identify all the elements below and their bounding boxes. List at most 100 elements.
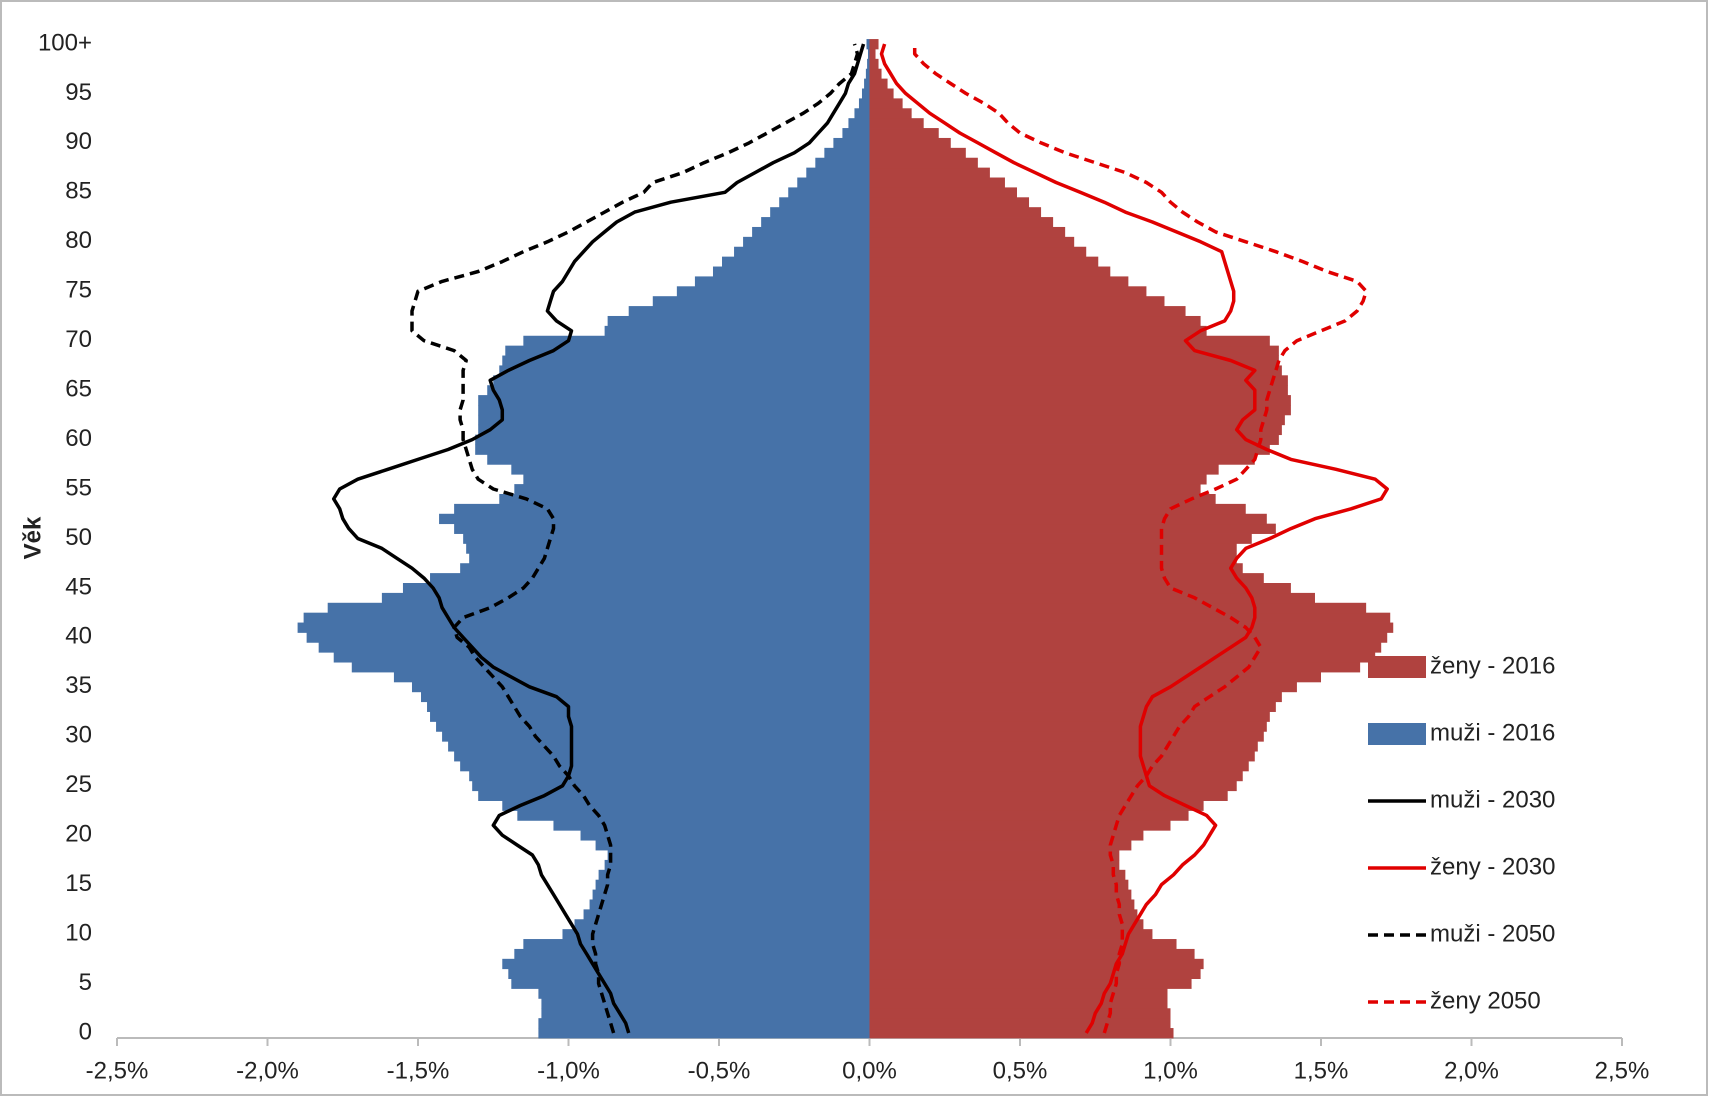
bar xyxy=(869,266,1111,277)
bar xyxy=(869,909,1138,920)
bar xyxy=(595,840,870,851)
bar xyxy=(869,810,1189,821)
bar xyxy=(869,157,978,169)
bar xyxy=(869,276,1129,287)
bar xyxy=(869,790,1228,801)
bar xyxy=(381,592,870,604)
y-tick-label: 70 xyxy=(65,326,92,353)
bar xyxy=(421,691,870,703)
bar xyxy=(869,741,1258,752)
y-tick-label: 45 xyxy=(65,573,92,600)
bar xyxy=(869,325,1207,337)
bar xyxy=(869,998,1168,1009)
bar xyxy=(869,68,882,80)
bar xyxy=(869,869,1126,881)
bar xyxy=(869,365,1282,376)
bar xyxy=(869,246,1087,258)
bar xyxy=(869,632,1388,643)
bar xyxy=(867,58,870,70)
bar xyxy=(869,306,1186,317)
bar xyxy=(869,800,1204,811)
bar xyxy=(869,375,1288,386)
bar xyxy=(869,573,1264,584)
bar xyxy=(869,315,1201,327)
bar xyxy=(869,672,1321,683)
bar xyxy=(869,691,1282,703)
bar xyxy=(869,523,1276,534)
bar xyxy=(869,929,1153,940)
y-tick-label: 80 xyxy=(65,227,92,254)
bar xyxy=(869,533,1252,544)
y-tick-label: 55 xyxy=(65,474,92,501)
bar xyxy=(475,434,870,445)
bar xyxy=(833,137,870,149)
x-tick-label: 1,0% xyxy=(1143,1057,1198,1084)
bar xyxy=(499,493,870,505)
bar xyxy=(869,612,1391,623)
bar xyxy=(430,711,870,722)
bar xyxy=(869,889,1132,900)
bar xyxy=(604,325,870,337)
bar xyxy=(502,800,870,811)
bar xyxy=(448,741,870,752)
bar xyxy=(869,108,912,119)
bar xyxy=(806,167,870,178)
bar xyxy=(327,602,870,614)
bar xyxy=(427,701,870,712)
bar xyxy=(574,919,870,930)
bar xyxy=(502,355,870,366)
bar xyxy=(869,770,1243,782)
x-tick-label: -0,5% xyxy=(688,1057,751,1084)
bar xyxy=(869,592,1315,604)
bar xyxy=(869,721,1267,732)
bar xyxy=(517,810,870,821)
bar xyxy=(861,88,870,99)
bar xyxy=(502,958,870,970)
bar xyxy=(523,474,870,485)
bar xyxy=(869,58,879,70)
bar xyxy=(351,662,870,673)
bar xyxy=(734,246,870,258)
bar xyxy=(866,39,870,50)
bar xyxy=(869,118,924,129)
bar xyxy=(460,761,870,772)
bar xyxy=(523,335,870,347)
bar xyxy=(487,454,870,465)
bar xyxy=(869,958,1204,970)
line xyxy=(879,43,1389,1034)
legend-label: ženy - 2016 xyxy=(1430,652,1555,679)
bar xyxy=(869,948,1195,960)
y-tick-label: 60 xyxy=(65,425,92,452)
bar xyxy=(869,602,1367,614)
bar xyxy=(869,335,1270,347)
bar xyxy=(595,879,870,890)
bar xyxy=(514,948,870,960)
y-tick-label: 100+ xyxy=(38,29,92,56)
bar xyxy=(538,1028,870,1039)
bar xyxy=(869,1028,1174,1039)
bar xyxy=(712,266,870,277)
bar xyxy=(463,533,870,544)
bar xyxy=(770,207,870,218)
bar xyxy=(854,108,870,119)
bar xyxy=(869,731,1264,742)
bar xyxy=(538,1018,870,1029)
legend-label: muži - 2050 xyxy=(1430,920,1555,947)
bar xyxy=(865,68,870,80)
bar xyxy=(869,711,1270,722)
x-tick-label: -2,0% xyxy=(236,1057,299,1084)
bar xyxy=(553,820,870,831)
bar xyxy=(505,345,870,356)
bar xyxy=(478,404,870,416)
y-tick-label: 90 xyxy=(65,128,92,155)
y-tick-label: 65 xyxy=(65,375,92,402)
bar xyxy=(869,256,1099,267)
bar xyxy=(652,296,870,307)
bar xyxy=(869,583,1291,594)
bar xyxy=(478,414,870,426)
bar xyxy=(469,770,870,782)
bar xyxy=(460,563,870,574)
bar xyxy=(541,998,870,1009)
y-axis-label: Věk xyxy=(19,516,46,559)
